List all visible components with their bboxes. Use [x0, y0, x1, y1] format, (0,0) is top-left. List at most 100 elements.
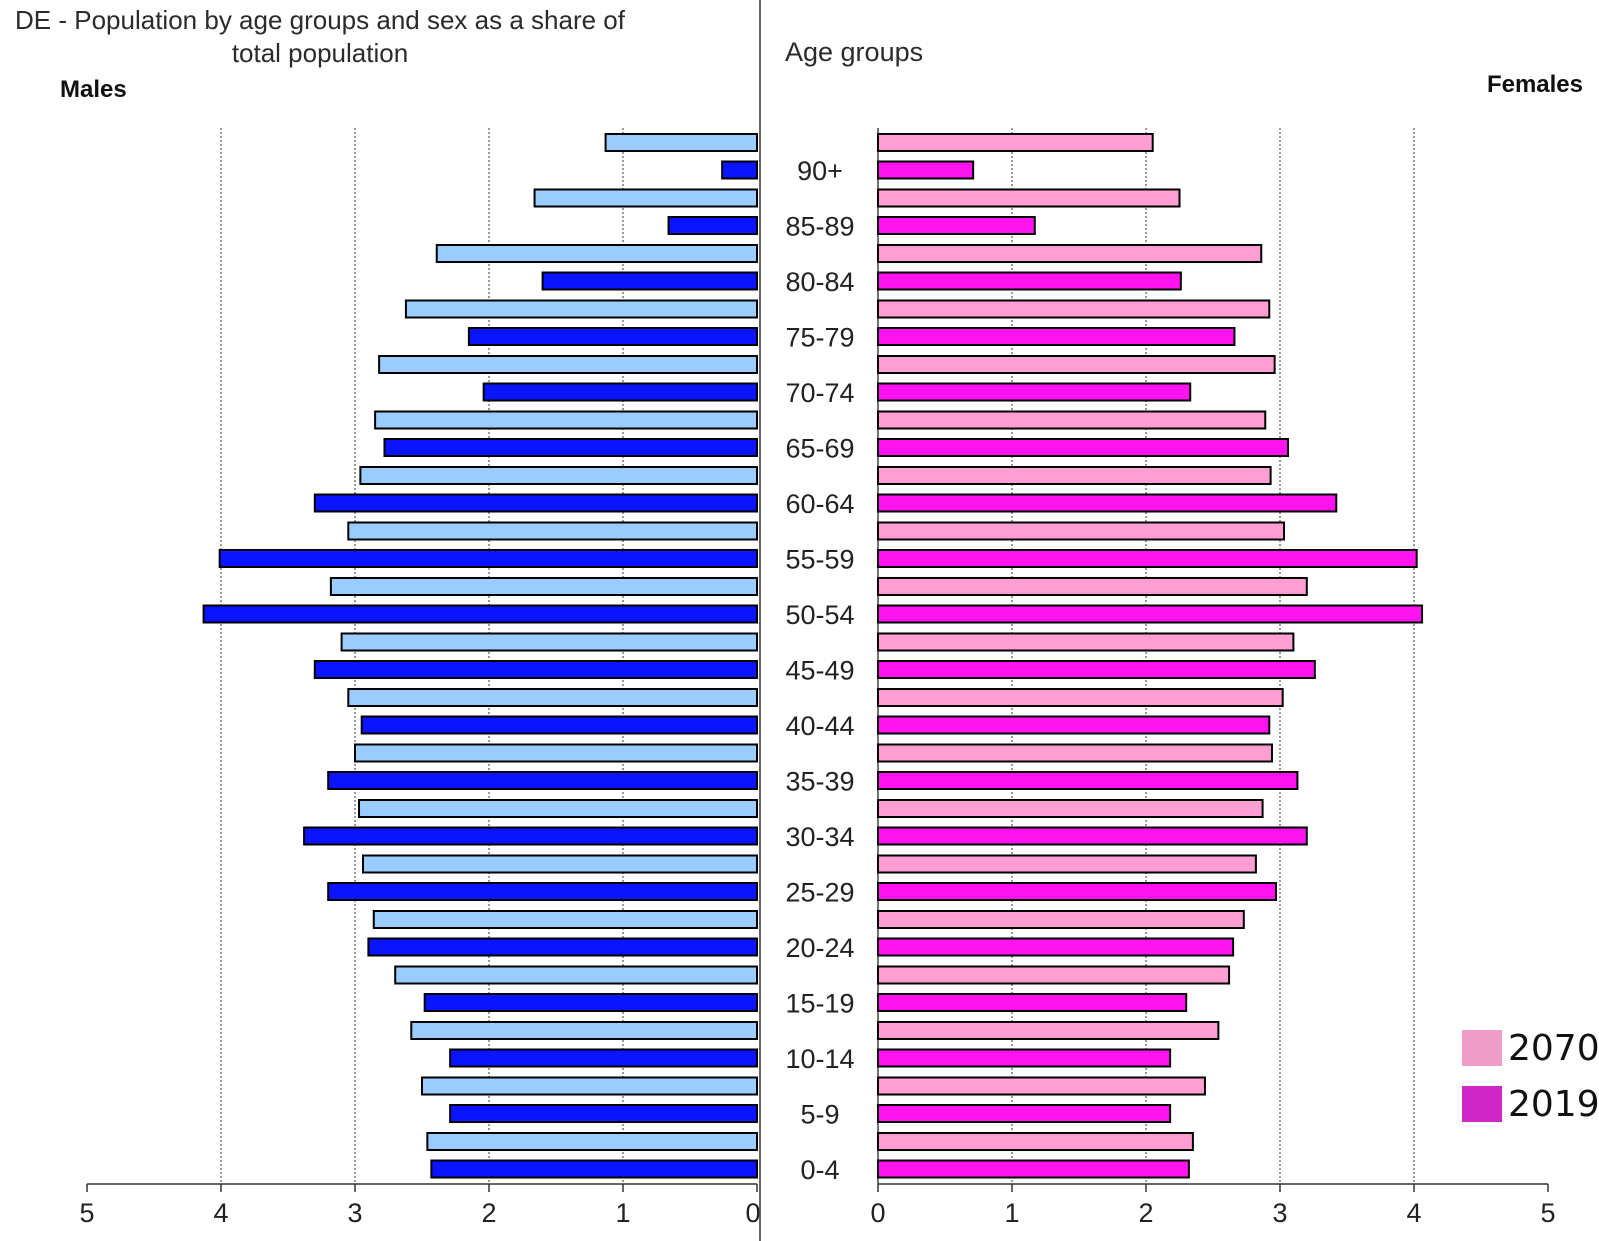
age-label-25-29: 25-29	[785, 878, 854, 908]
male-tick-label-5: 5	[79, 1198, 94, 1228]
male-tick-label-2: 2	[481, 1198, 496, 1228]
age-label-65-69: 65-69	[785, 434, 854, 464]
bar-male-2070-5-9	[421, 1076, 758, 1096]
bar-male-2019-65-69	[383, 438, 758, 457]
age-label-70-74: 70-74	[785, 378, 854, 408]
bar-female-2070-45-49	[877, 632, 1295, 652]
bar-female-2070-65-69	[877, 410, 1267, 430]
legend-label-2070: 2070	[1508, 1027, 1599, 1069]
bar-female-2019-60-64	[877, 493, 1338, 513]
female-tick-label-3: 3	[1272, 1198, 1287, 1228]
bar-female-2070-0-4	[877, 1132, 1194, 1151]
females-label: Females	[1486, 71, 1583, 98]
bar-female-2070-90+	[877, 133, 1154, 152]
age-label-90+: 90+	[797, 156, 843, 186]
bar-female-2019-75-79	[877, 327, 1236, 346]
bar-male-2070-50-54	[329, 577, 758, 596]
bar-female-2070-20-24	[877, 910, 1245, 929]
legend-swatch-2070	[1462, 1030, 1502, 1066]
bar-male-2070-75-79	[404, 299, 758, 319]
age-label-60-64: 60-64	[785, 489, 854, 519]
age-label-55-59: 55-59	[785, 545, 854, 575]
bar-female-2070-40-44	[877, 688, 1284, 707]
bar-female-2070-75-79	[877, 299, 1271, 319]
bar-female-2019-5-9	[877, 1104, 1172, 1123]
males-label: Males	[60, 76, 127, 103]
bar-female-2019-45-49	[877, 660, 1316, 679]
male-tick-label-0: 0	[745, 1198, 760, 1228]
bar-male-2019-30-34	[303, 826, 758, 846]
bar-male-2070-10-14	[410, 1021, 758, 1040]
bar-female-2019-40-44	[877, 715, 1271, 735]
age-label-0-4: 0-4	[800, 1155, 839, 1185]
legend: 2070 2019	[1462, 1020, 1599, 1132]
bar-male-2070-20-24	[372, 910, 758, 929]
male-tick-label-3: 3	[347, 1198, 362, 1228]
chart-title: DE - Population by age groups and sex as…	[15, 5, 625, 68]
legend-item-2070: 2070	[1462, 1020, 1599, 1076]
bar-male-2070-40-44	[347, 688, 758, 707]
bar-male-2070-25-29	[362, 854, 758, 874]
age-label-5-9: 5-9	[800, 1100, 839, 1130]
bar-male-2019-40-44	[360, 715, 758, 735]
bar-female-2070-50-54	[877, 577, 1308, 596]
bar-female-2019-35-39	[877, 771, 1299, 790]
bar-male-2019-10-14	[449, 1048, 758, 1068]
bar-female-2070-70-74	[877, 355, 1276, 374]
bar-female-2019-55-59	[877, 549, 1418, 568]
bar-male-2019-15-19	[423, 993, 758, 1012]
bar-male-2019-75-79	[467, 327, 758, 346]
bar-male-2019-90+	[721, 160, 758, 180]
age-label-85-89: 85-89	[785, 212, 854, 242]
male-tick-label-1: 1	[615, 1198, 630, 1228]
bar-female-2070-30-34	[877, 799, 1264, 818]
bar-female-2019-70-74	[877, 382, 1192, 402]
age-label-10-14: 10-14	[785, 1044, 854, 1074]
age-label-50-54: 50-54	[785, 600, 854, 630]
bar-male-2019-45-49	[313, 660, 758, 679]
age-label-15-19: 15-19	[785, 989, 854, 1019]
bar-female-2070-55-59	[877, 521, 1286, 541]
age-label-80-84: 80-84	[785, 267, 854, 297]
bar-female-2070-15-19	[877, 965, 1231, 985]
bar-male-2019-55-59	[218, 549, 759, 568]
bar-female-2019-65-69	[877, 438, 1290, 457]
bar-male-2070-90+	[604, 133, 759, 152]
bar-female-2019-80-84	[877, 271, 1182, 291]
bar-female-2070-80-84	[877, 244, 1263, 263]
bar-female-2019-30-34	[877, 826, 1308, 846]
age-label-30-34: 30-34	[785, 822, 854, 852]
bar-female-2070-85-89	[877, 188, 1181, 208]
bar-male-2070-85-89	[533, 188, 758, 208]
bar-male-2019-20-24	[367, 937, 758, 957]
legend-swatch-2019	[1462, 1086, 1502, 1122]
bar-female-2019-50-54	[877, 604, 1424, 624]
age-label-75-79: 75-79	[785, 323, 854, 353]
bar-male-2070-15-19	[394, 965, 758, 985]
center-divider	[759, 0, 761, 1241]
female-tick-label-1: 1	[1004, 1198, 1019, 1228]
female-tick-label-0: 0	[870, 1198, 885, 1228]
bar-female-2019-25-29	[877, 882, 1277, 901]
bar-male-2070-35-39	[354, 743, 758, 763]
legend-label-2019: 2019	[1508, 1083, 1599, 1125]
bar-male-2019-0-4	[430, 1159, 758, 1179]
bar-male-2070-65-69	[374, 410, 758, 430]
bar-female-2019-20-24	[877, 937, 1235, 957]
bar-male-2019-80-84	[541, 271, 758, 291]
bar-male-2070-80-84	[435, 244, 758, 263]
age-label-40-44: 40-44	[785, 711, 854, 741]
male-tick-label-4: 4	[213, 1198, 228, 1228]
bar-female-2070-35-39	[877, 743, 1273, 763]
bar-male-2070-30-34	[358, 799, 758, 818]
bar-female-2070-5-9	[877, 1076, 1206, 1096]
bar-male-2070-0-4	[426, 1132, 758, 1151]
bar-male-2019-85-89	[667, 216, 758, 235]
female-tick-label-2: 2	[1138, 1198, 1153, 1228]
age-label-20-24: 20-24	[785, 933, 854, 963]
bar-female-2019-10-14	[877, 1048, 1172, 1068]
bar-male-2019-35-39	[327, 771, 758, 790]
bar-male-2019-25-29	[327, 882, 758, 901]
bar-female-2070-25-29	[877, 854, 1257, 874]
